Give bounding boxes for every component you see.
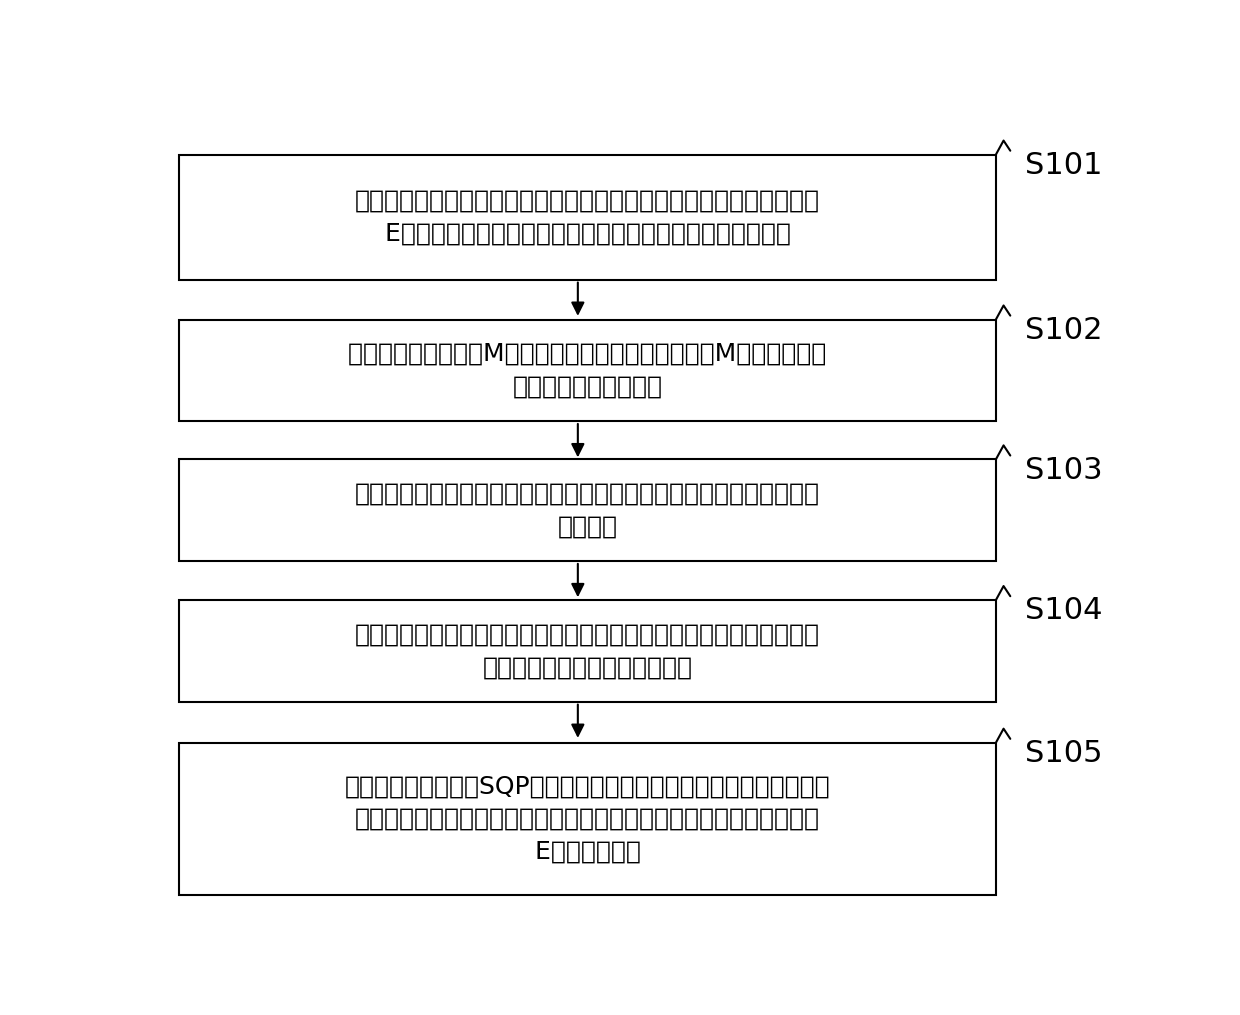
Text: S105: S105 — [1024, 739, 1102, 767]
Text: S102: S102 — [1024, 316, 1102, 345]
Text: 基于序列二次规划（SQP）方案，建立生物组织光热物性参数同时测量: 基于序列二次规划（SQP）方案，建立生物组织光热物性参数同时测量 — [345, 774, 831, 798]
Text: S103: S103 — [1024, 456, 1102, 484]
Text: S104: S104 — [1024, 596, 1102, 625]
Text: 根据生物组织内部光热传输模型，计算测量表面每个取样点处的辐射强: 根据生物组织内部光热传输模型，计算测量表面每个取样点处的辐射强 — [355, 482, 820, 505]
Text: S101: S101 — [1024, 150, 1102, 180]
Text: ​E​进行迭代修正: ​E​进行迭代修正 — [534, 839, 640, 864]
Text: 射强度信号和温度信号: 射强度信号和温度信号 — [512, 375, 662, 399]
Text: ​E​的初始猜测值，建立激光辐照下生物组织内部光热传输模型: ​E​的初始猜测值，建立激光辐照下生物组织内部光热传输模型 — [384, 221, 790, 246]
Bar — [179, 743, 996, 895]
Text: 的分阶段多步优化模块，并根据优化结果对生物组织光热物性参数向量: 的分阶段多步优化模块，并根据优化结果对生物组织光热物性参数向量 — [355, 807, 820, 831]
Bar — [179, 154, 996, 280]
Text: 度和温度: 度和温度 — [558, 515, 618, 539]
Text: 根据取样点处辐射强度信号和温度信号的测量值和模拟值，建立生物组: 根据取样点处辐射强度信号和温度信号的测量值和模拟值，建立生物组 — [355, 622, 820, 647]
Bar — [179, 600, 996, 701]
Bar — [179, 460, 996, 561]
Text: 采用近红外激光辐照生物组织表面，并给定生物组织光热物性参数向量: 采用近红外激光辐照生物组织表面，并给定生物组织光热物性参数向量 — [355, 189, 820, 213]
Text: 织光热物性参数测量的目标函数: 织光热物性参数测量的目标函数 — [482, 656, 692, 679]
Text: 在生物组织表面选取​M​个取样点，利用红外热像仪采集​M​个取样点的辐: 在生物组织表面选取​M​个取样点，利用红外热像仪采集​M​个取样点的辐 — [348, 342, 827, 366]
Bar — [179, 320, 996, 421]
